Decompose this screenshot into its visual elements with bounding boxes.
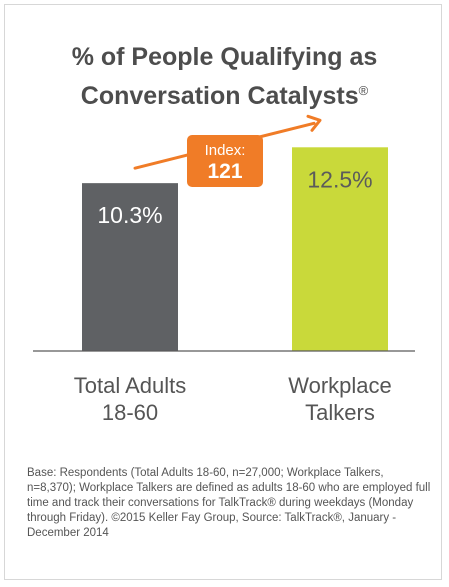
title-line-1: % of People Qualifying as — [71, 43, 378, 71]
growth-arrow-head — [306, 114, 322, 132]
index-callout-box — [187, 135, 263, 187]
bar-2 — [292, 147, 388, 351]
category-label-1-line-2: 18-60 — [102, 400, 158, 425]
bar-value-label-2: 12.5% — [307, 166, 372, 192]
title-line-2: Conversation Catalysts — [80, 82, 359, 110]
category-label-2-line-2: Talkers — [305, 400, 375, 425]
category-label-1-line-1: Total Adults — [74, 373, 187, 398]
registered-mark: ® — [358, 83, 369, 98]
index-callout-label: Index: — [205, 142, 246, 159]
bar-1 — [82, 183, 178, 351]
bar-value-label-1: 10.3% — [97, 202, 162, 228]
index-callout-value: 121 — [207, 160, 242, 183]
footnote: Base: Respondents (Total Adults 18-60, n… — [27, 467, 431, 539]
category-label-2-line-1: Workplace — [288, 373, 392, 398]
chart-title: % of People Qualifying as Conversation C… — [0, 40, 449, 113]
